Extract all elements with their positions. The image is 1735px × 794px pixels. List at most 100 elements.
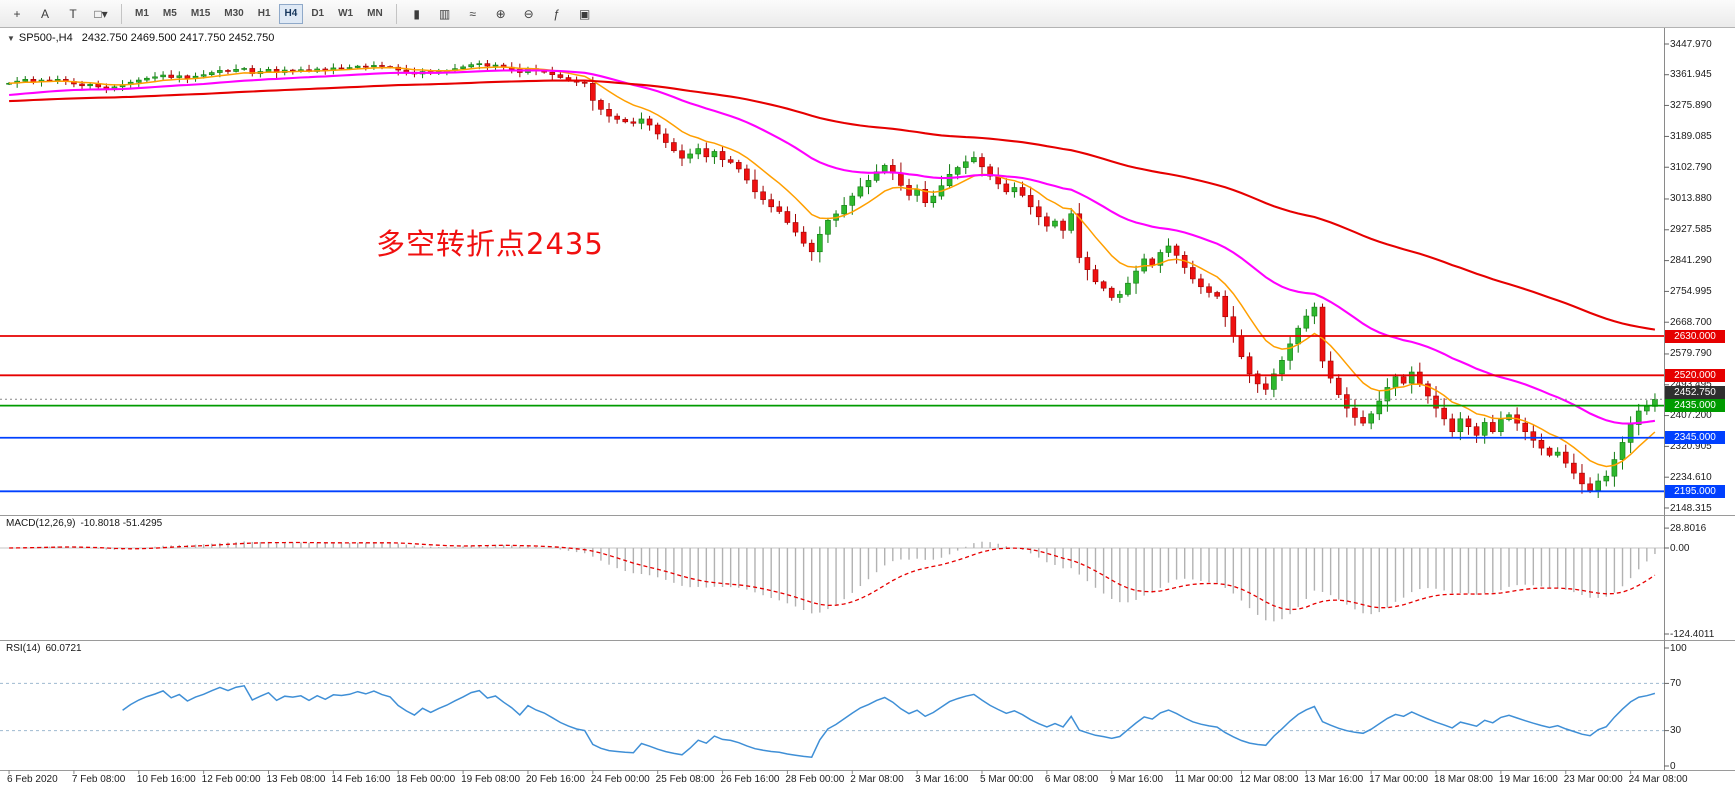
rsi-layer (0, 682, 1664, 758)
price-axis-label: 2493.495 (1670, 379, 1712, 391)
price-axis-label: 3102.790 (1670, 161, 1712, 173)
ma-slow-line (9, 79, 1656, 331)
price-axis-label: 2234.610 (1670, 471, 1712, 483)
price-tag-2435.000: 2435.000 (1665, 399, 1725, 413)
time-axis-label: 2 Mar 08:00 (850, 774, 904, 785)
timeframe-button-w1[interactable]: W1 (338, 8, 354, 19)
rsi-axis-label: 30 (1670, 725, 1682, 737)
price-tag-2195.000: 2195.000 (1665, 484, 1725, 498)
macd-axis-label: -124.4011 (1670, 628, 1715, 640)
time-axis-label: 19 Mar 16:00 (1498, 774, 1558, 785)
time-axis-label: 6 Mar 08:00 (1044, 774, 1099, 785)
macd-name: MACD(12,26,9) (6, 518, 76, 529)
chart-ohlc-readout: 2432.750 2469.500 2417.750 2452.750 (81, 32, 275, 44)
macd-layer (0, 541, 1664, 622)
chart-bars-icon[interactable]: ▥ (439, 6, 451, 21)
price-axis-label: 2407.200 (1670, 410, 1712, 422)
time-axis-label: 24 Feb 00:00 (590, 774, 650, 785)
toolbar: + A T □▾ M1 M5 M15 M30 H1 H4 D1 W1 MN ▮ ▥ ≈ ⊕ ⊖ ƒ ▣ (0, 0, 1735, 28)
time-axis-label: 5 Mar 00:00 (979, 774, 1034, 785)
price-axis-label: 2148.315 (1670, 502, 1712, 514)
templates-icon[interactable]: ▣ (579, 6, 591, 21)
time-axis-label: 26 Feb 16:00 (720, 774, 780, 785)
macd-axis-label: 28.8016 (1670, 522, 1707, 534)
time-axis-label: 24 Mar 08:00 (1628, 774, 1688, 785)
price-tag-2630.000: 2630.000 (1665, 329, 1725, 343)
timeframe-button-m1[interactable]: M1 (135, 8, 149, 19)
indicators-icon[interactable]: ƒ (553, 6, 561, 21)
time-axis-label: 11 Mar 00:00 (1174, 774, 1233, 785)
rsi-axis-label: 70 (1670, 677, 1682, 689)
zoom-out-icon[interactable]: ⊖ (523, 6, 534, 21)
rsi-line (122, 684, 1656, 758)
crosshair-icon[interactable]: + (13, 6, 21, 21)
arrow-tool-icon[interactable]: T (69, 6, 77, 21)
time-axis-label: 14 Feb 16:00 (331, 774, 391, 785)
macd-signal-line (9, 541, 1656, 611)
timeframe-button-d1[interactable]: D1 (311, 8, 325, 19)
price-tag-2345.000: 2345.000 (1665, 431, 1725, 445)
ma-fast-line (9, 66, 1656, 468)
time-axis-label: 25 Feb 08:00 (655, 774, 715, 785)
time-axis-label: 18 Feb 00:00 (396, 774, 456, 785)
time-axis-label: 12 Feb 00:00 (201, 774, 261, 785)
price-axis-label: 2320.905 (1670, 440, 1712, 452)
timeframe-button-h4[interactable]: H4 (278, 3, 304, 24)
price-axis-label: 3275.890 (1670, 99, 1712, 111)
current-price-tag: 2452.750 (1665, 386, 1725, 400)
collapse-chart-icon[interactable]: ▼ (7, 34, 15, 43)
macd-indicator-label: MACD(12,26,9) -10.8018 -51.4295 (6, 518, 167, 529)
timeframe-button-m5[interactable]: M5 (162, 8, 177, 19)
zoom-in-icon[interactable]: ⊕ (495, 6, 506, 21)
annotation-text[interactable]: 多空转折点2435 (376, 227, 604, 261)
price-axis-label: 2927.585 (1670, 224, 1712, 236)
line-studies-toolbar: + A T □▾ (4, 2, 114, 26)
time-axis-label: 13 Feb 08:00 (266, 774, 326, 785)
time-axis-label: 17 Mar 00:00 (1369, 774, 1429, 785)
price-axis-label: 3361.945 (1670, 69, 1712, 81)
price-axis-label: 3013.880 (1670, 193, 1712, 205)
timeframe-button-mn[interactable]: MN (367, 8, 383, 19)
time-axis-label: 12 Mar 08:00 (1239, 774, 1299, 785)
time-axis-label: 9 Mar 16:00 (1109, 774, 1164, 785)
time-axis-label: 3 Mar 16:00 (915, 774, 969, 785)
chart-symbol-period: SP500-,H4 (18, 32, 73, 44)
ma-medium-line (9, 69, 1656, 425)
axis-ticks (8, 43, 1669, 774)
toolbar-separator (395, 3, 397, 24)
price-axis-label: 3189.085 (1670, 130, 1712, 142)
toolbar-separator (121, 3, 122, 24)
rsi-value: 60.0721 (45, 643, 82, 654)
hline-objects-layer (0, 335, 1664, 493)
rsi-axis-label: 0 (1670, 760, 1676, 772)
text-tool-icon[interactable]: A (40, 6, 49, 21)
price-axis-label: 2579.790 (1670, 348, 1712, 360)
candles-layer (6, 60, 1658, 498)
chart-line-icon[interactable]: ≈ (469, 6, 476, 21)
time-axis-label: 10 Feb 16:00 (136, 774, 196, 785)
macd-axis-label: 0.00 (1670, 542, 1690, 554)
timeframe-button-m30[interactable]: M30 (224, 8, 244, 19)
time-axis-label: 13 Mar 16:00 (1304, 774, 1364, 785)
timeframe-button-h1[interactable]: H1 (257, 8, 271, 19)
rsi-axis-label: 100 (1670, 642, 1687, 654)
time-axis-label: 18 Mar 08:00 (1434, 774, 1493, 785)
time-axis-label: 19 Feb 08:00 (461, 774, 521, 785)
time-axis-label: 23 Mar 00:00 (1563, 774, 1623, 785)
charts-toolbar: ▮ ▥ ≈ ⊕ ⊖ ƒ ▣ (404, 2, 598, 26)
time-axis-label: 7 Feb 08:00 (71, 774, 126, 785)
rsi-name: RSI(14) (6, 643, 41, 654)
shapes-dropdown-icon[interactable]: □▾ (94, 6, 108, 21)
price-axis-label: 2754.995 (1670, 285, 1712, 297)
macd-values: -10.8018 -51.4295 (80, 518, 163, 529)
time-axis-label: 6 Feb 2020 (7, 774, 58, 785)
price-tag-2520.000: 2520.000 (1665, 368, 1725, 382)
timeframe-toolbar: M1 M5 M15 M30 H1 H4 D1 W1 MN (129, 3, 389, 24)
price-axis-label: 3447.970 (1670, 38, 1712, 50)
price-axis-label: 2841.290 (1670, 255, 1712, 267)
chart-candles-icon[interactable]: ▮ (413, 6, 420, 21)
price-axis-label: 2668.700 (1670, 316, 1712, 328)
timeframe-button-m15[interactable]: M15 (190, 8, 211, 19)
